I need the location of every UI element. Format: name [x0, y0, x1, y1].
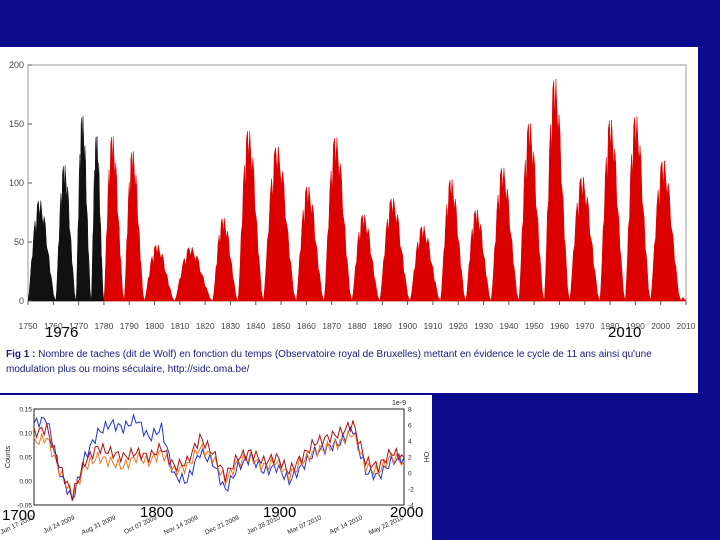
counts-y-tick-label: 0.15	[19, 407, 32, 414]
overlay-label-1700: 1700	[2, 507, 36, 524]
sunspot-area-series-2	[103, 79, 687, 302]
counts-x-tick-label: Apr 14 2010	[329, 514, 364, 535]
overlay-label-1900: 1900	[263, 504, 297, 521]
x-tick-label: 1800	[145, 321, 164, 331]
counts-line-series-3	[33, 418, 405, 501]
overlay-label-2000: 2000	[390, 504, 424, 521]
caption-text: Nombre de taches (dit de Wolf) en foncti…	[6, 349, 652, 375]
caption-figure-label: Fig 1 :	[6, 349, 36, 360]
x-tick-label: 1790	[120, 321, 139, 331]
slide-title: • activité solaire	[28, 6, 209, 37]
y-tick-label: 200	[9, 60, 24, 70]
counts-x-tick-label: Dec 21 2009	[204, 514, 241, 536]
x-tick-label: 1950	[525, 321, 544, 331]
counts-y-tick-label: 0.10	[19, 431, 32, 438]
x-tick-label: 1930	[474, 321, 493, 331]
overlay-label-2010: 2010	[608, 324, 642, 341]
counts-y2-tick-label: -2	[408, 487, 414, 494]
counts-line-series-1	[33, 412, 405, 502]
x-tick-label: 1810	[170, 321, 189, 331]
x-tick-label: 1780	[94, 321, 113, 331]
counts-y-tick-label: 0.05	[19, 455, 32, 462]
x-tick-label: 1820	[196, 321, 215, 331]
counts-y2-tick-label: 4	[408, 439, 412, 446]
x-tick-label: 1770	[69, 321, 88, 331]
y2-offset-label: 1e-9	[392, 400, 406, 407]
counts-y2-tick-label: 2	[408, 455, 412, 462]
y2-axis-label: OH	[422, 452, 429, 463]
x-tick-label: 1920	[449, 321, 468, 331]
y-tick-label: 150	[9, 119, 24, 129]
overlay-label-1976: 1976	[45, 324, 79, 341]
x-tick-label: 1900	[398, 321, 417, 331]
sunspot-chart: 0 50 100 150 200 1750 1760 1770 1780 1790 1800 181…	[9, 60, 696, 331]
x-tick-label: 1840	[246, 321, 265, 331]
counts-y2-tick-label: 0	[408, 471, 412, 478]
x-tick-label: 1960	[550, 321, 569, 331]
counts-y-tick-label: -0.05	[17, 503, 32, 510]
sunspot-chart-panel: 0 50 100 150 200 1750 1760 1770 1780 1790 1800 181…	[0, 47, 698, 393]
counts-y2-tick-label: 6	[408, 423, 412, 430]
counts-y-tick-label: 0.00	[19, 479, 32, 486]
x-tick-label: 1830	[221, 321, 240, 331]
x-tick-label: 1990	[626, 321, 645, 331]
counts-x-tick-label: Jul 24 2009	[43, 514, 77, 535]
x-tick-label: 1910	[423, 321, 442, 331]
x-tick-label: 2010	[677, 321, 696, 331]
x-tick-label: 1750	[19, 321, 38, 331]
figure-caption: Fig 1 : Nombre de taches (dit de Wolf) e…	[6, 347, 692, 377]
x-tick-label: 1980	[601, 321, 620, 331]
counts-y2-tick-label: -4	[408, 503, 414, 510]
y-tick-label: 0	[19, 296, 24, 306]
x-tick-label: 1870	[322, 321, 341, 331]
sunspot-area-series-1	[27, 116, 105, 302]
counts-plot-frame	[33, 408, 405, 506]
counts-line-series-2	[33, 430, 405, 501]
y-tick-label: 50	[14, 237, 24, 247]
x-tick-label: 1850	[272, 321, 291, 331]
x-tick-label: 1940	[499, 321, 518, 331]
x-tick-label: 1760	[44, 321, 63, 331]
overlay-label-1800: 1800	[140, 504, 174, 521]
x-tick-label: 2000	[651, 321, 670, 331]
counts-x-tick-label: Aug 31 2009	[81, 514, 118, 536]
x-tick-label: 1860	[297, 321, 316, 331]
y-tick-label: 100	[9, 178, 24, 188]
y-axis-label: Counts	[5, 445, 12, 468]
x-tick-label: 1880	[348, 321, 367, 331]
x-tick-label: 1970	[575, 321, 594, 331]
counts-y2-tick-label: 8	[408, 407, 412, 414]
x-tick-label: 1890	[373, 321, 392, 331]
